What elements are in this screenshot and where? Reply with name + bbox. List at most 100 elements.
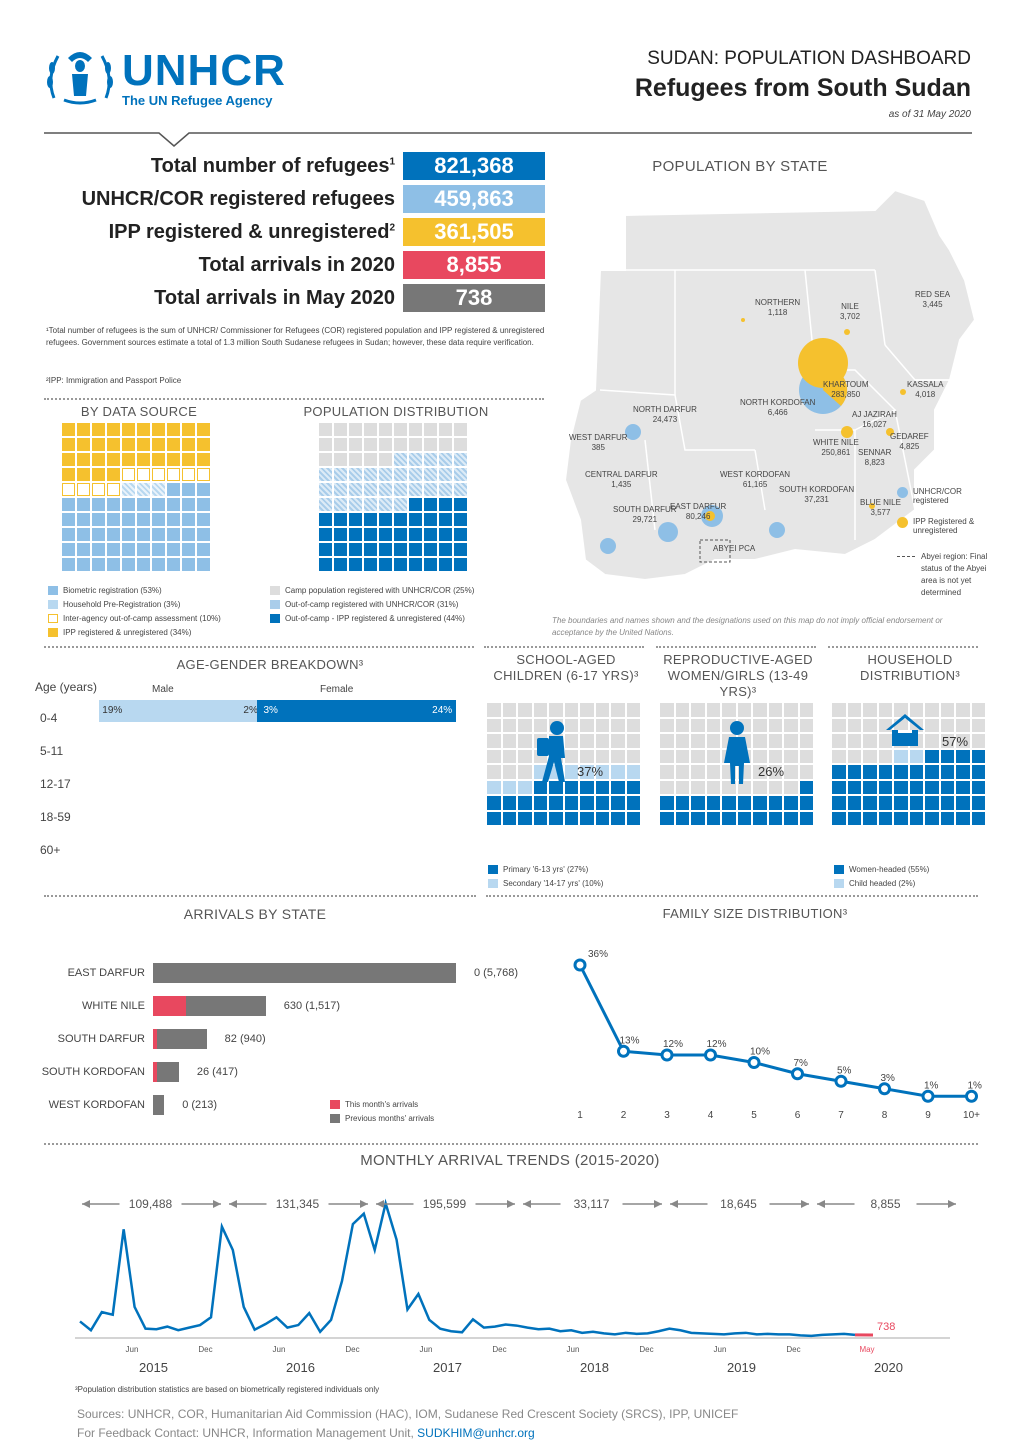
legend-swatch: [488, 864, 498, 874]
waffle-cell: [379, 528, 392, 541]
map-state-label: WHITE NILE 250,861: [813, 438, 859, 457]
waffle-cell: [847, 780, 861, 794]
arrival-state-label: EAST DARFUR: [67, 967, 145, 979]
waffle-cell: [487, 703, 501, 717]
waffle-cell: [379, 483, 392, 496]
waffle-cell: [77, 543, 90, 556]
waffle-cell: [533, 718, 547, 732]
waffle-cell: [167, 483, 180, 496]
map-state-label: CENTRAL DARFUR 1,435: [585, 470, 658, 489]
month-tick: Jun: [567, 1345, 580, 1354]
waffle-cell: [595, 734, 609, 748]
waffle-cell: [379, 543, 392, 556]
waffle-cell: [487, 749, 501, 763]
waffle-cell: [660, 703, 674, 717]
waffle-cell: [77, 423, 90, 436]
family-size-data-label: 5%: [837, 1065, 852, 1076]
waffle-cell: [753, 765, 767, 779]
waffle-cell: [580, 749, 594, 763]
family-size-data-label: 12%: [663, 1039, 683, 1050]
stat-row: Total arrivals in 2020 8,855: [40, 251, 545, 279]
male-value: 19%: [102, 705, 123, 716]
waffle-cell: [319, 543, 332, 556]
waffle-cell: [660, 796, 674, 810]
waffle-cell: [863, 780, 877, 794]
waffle-cell: [92, 513, 105, 526]
monthly-trends-chart: 738 109,488 2015 131,345 2016 195,599 2017 33,1…: [75, 1195, 956, 1375]
year-total-bg: [560, 1195, 623, 1213]
waffle-cell: [107, 423, 120, 436]
legend-swatch: [48, 599, 58, 609]
waffle-cell: [595, 749, 609, 763]
waffle-cell: [122, 498, 135, 511]
map-state-label: NORTHERN 1,118: [755, 298, 801, 317]
female-value: 3%: [263, 705, 278, 716]
waffle-cell: [502, 780, 516, 794]
waffle-cell: [137, 453, 150, 466]
map-disclaimer: The boundaries and names shown and the d…: [552, 616, 943, 637]
year-total-bg: [413, 1195, 476, 1213]
waffle-cell: [487, 734, 501, 748]
waffle-cell: [454, 483, 467, 496]
family-size-point: [617, 1044, 630, 1058]
waffle-cell: [364, 483, 377, 496]
house-icon: [886, 714, 924, 746]
waffle-cell: [92, 453, 105, 466]
waffle-cell: [909, 703, 923, 717]
waffle-cell: [379, 468, 392, 481]
stat-row: IPP registered & unregistered2 361,505: [40, 218, 545, 246]
legend-swatch: [48, 627, 58, 637]
waffle-cell: [580, 703, 594, 717]
waffle-cell: [549, 703, 563, 717]
waffle-cell: [349, 468, 362, 481]
waffle-cell: [564, 796, 578, 810]
arrival-value-label: 26 (417): [196, 1066, 238, 1078]
waffle-cell: [137, 438, 150, 451]
waffle-cell: [182, 513, 195, 526]
waffle-cell: [580, 796, 594, 810]
legend-item: Out-of-camp - IPP registered & unregiste…: [270, 611, 474, 625]
waffle-cell: [799, 765, 813, 779]
feedback-email-link[interactable]: SUDKHIM@unhcr.org: [417, 1426, 535, 1440]
family-size-point: [878, 1082, 891, 1096]
month-tick: Dec: [345, 1345, 359, 1354]
waffle-cell: [706, 780, 720, 794]
map-state-label: WEST DARFUR 385: [569, 433, 628, 452]
this-month-bar: [153, 1062, 157, 1082]
year-label: 2020: [874, 1360, 903, 1375]
waffle-cell: [611, 765, 625, 779]
waffle-cell: [409, 438, 422, 451]
waffle-cell: [379, 423, 392, 436]
map-state-label: NILE 3,702: [840, 302, 861, 321]
waffle-cell: [137, 468, 150, 481]
family-size-tick: 10+: [963, 1110, 980, 1121]
family-size-data-label: 12%: [707, 1039, 727, 1050]
waffle-cell: [611, 796, 625, 810]
waffle-cell: [182, 558, 195, 571]
waffle-cell: [626, 718, 640, 732]
waffle-cell: [454, 453, 467, 466]
pop-distribution-waffle: [319, 423, 467, 571]
waffle-cell: [909, 796, 923, 810]
waffle-cell: [137, 423, 150, 436]
waffle-cell: [626, 703, 640, 717]
waffle-cell: [863, 765, 877, 779]
waffle-cell: [549, 780, 563, 794]
waffle-cell: [502, 718, 516, 732]
school-waffle: [487, 703, 640, 825]
waffle-cell: [847, 749, 861, 763]
legend-swatch: [488, 878, 498, 888]
waffle-cell: [167, 543, 180, 556]
waffle-cell: [799, 811, 813, 825]
waffle-cell: [549, 796, 563, 810]
waffle-cell: [675, 703, 689, 717]
waffle-cell: [379, 453, 392, 466]
family-size-data-label: 1%: [968, 1080, 983, 1091]
waffle-cell: [122, 468, 135, 481]
waffle-cell: [832, 796, 846, 810]
waffle-cell: [122, 558, 135, 571]
waffle-cell: [768, 811, 782, 825]
waffle-cell: [956, 796, 970, 810]
waffle-cell: [784, 718, 798, 732]
arrival-state-label: SOUTH KORDOFAN: [41, 1066, 145, 1078]
